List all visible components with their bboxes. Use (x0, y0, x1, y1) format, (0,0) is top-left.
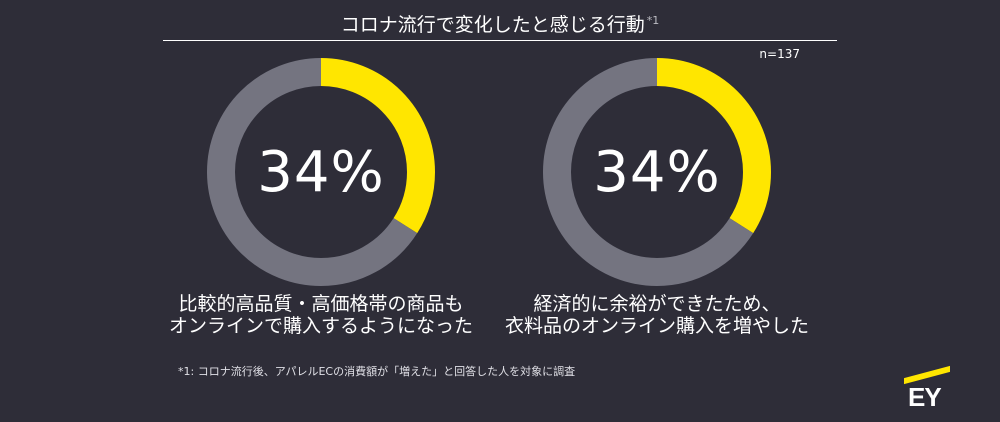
donut-slice-remainder (543, 58, 771, 286)
page-title: コロナ流行で変化したと感じる行動 *1 (0, 10, 1000, 37)
donut-chart-2-value-label: 34% (593, 139, 721, 205)
donut-chart-1-svg (207, 58, 435, 286)
donut-chart-1: 34% (206, 57, 436, 287)
ey-logo: EY (898, 364, 958, 414)
donut-chart-1-caption-line2: オンラインで購入するようになった (168, 315, 473, 337)
donut-chart-2: 34% (542, 57, 772, 287)
title-footnote-marker: *1 (646, 13, 660, 27)
donut-chart-2-caption-line1: 経済的に余裕ができたため、 (533, 293, 781, 315)
footnote: *1: コロナ流行後、アパレルECの消費額が「増えた」と回答した人を対象に調査 (178, 365, 576, 378)
donut-chart-1-caption: 比較的高品質・高価格帯の商品も オンラインで購入するようになった (151, 293, 491, 337)
ey-logo-text: EY (908, 382, 942, 412)
sample-size-label: n=137 (759, 47, 800, 61)
donut-slice-remainder (207, 58, 435, 286)
title-text: コロナ流行で変化したと感じる行動 (340, 14, 645, 36)
donut-chart-1-caption-line1: 比較的高品質・高価格帯の商品も (178, 293, 464, 315)
donut-chart-2-caption: 経済的に余裕ができたため、 衣料品のオンライン購入を増やした (487, 293, 827, 337)
title-divider (163, 40, 837, 41)
donut-chart-1-value-label: 34% (257, 139, 385, 205)
donut-chart-2-caption-line2: 衣料品のオンライン購入を増やした (504, 315, 809, 337)
donut-chart-2-svg (543, 58, 771, 286)
